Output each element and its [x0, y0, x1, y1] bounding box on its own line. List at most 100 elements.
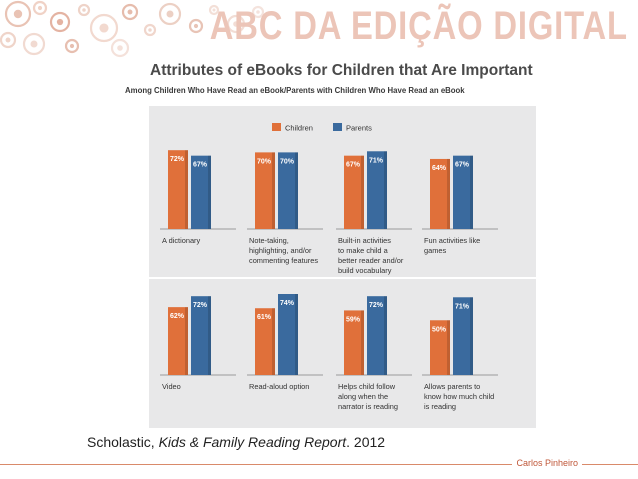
panel-1-bar-children-rect [168, 150, 188, 229]
panel-6-category-label: Read-aloud option [249, 382, 309, 391]
decorative-ring [143, 23, 157, 37]
panel-2-bar-parents-rect [278, 152, 298, 229]
panel-8-bar-children-rect [430, 320, 450, 375]
decorative-dot [127, 9, 133, 15]
panel-3-bar-parents-shade [384, 151, 387, 229]
panel-2-bar-parents-shade [295, 152, 298, 229]
decorative-dot [56, 18, 64, 26]
panel-3-bar-children-shade [361, 155, 364, 229]
panel-8-bar-children-label: 50% [432, 326, 447, 333]
panel-4-bar-parents-label: 67% [455, 162, 470, 169]
footer-author: Carlos Pinheiro [512, 458, 582, 468]
panel-2-bar-children: 70% [255, 152, 275, 229]
panel-5-bar-parents-shade [208, 296, 211, 375]
source-year: . 2012 [346, 434, 386, 450]
panel-2-bar-children-rect [255, 152, 275, 229]
panel-7-bar-parents-shade [384, 296, 387, 375]
panel-5-bar-children: 62% [168, 307, 188, 375]
panel-6-bar-children-shade [272, 308, 275, 375]
panel-2-bar-parents-label: 70% [280, 158, 295, 165]
legend: Children Parents [272, 123, 372, 133]
panel-1-bar-children-label: 72% [170, 156, 185, 163]
chart-subtitle: Among Children Who Have Read an eBook/Pa… [125, 86, 465, 95]
panel-8-bar-parents-label: 71% [455, 303, 470, 310]
panel-1-bar-children: 72% [168, 150, 188, 229]
decorative-dot [166, 10, 174, 18]
decorative-ring [121, 3, 139, 21]
decorative-ring [158, 2, 182, 26]
panel-8-bar-parents: 71% [453, 297, 473, 375]
panel-2-bar-children-shade [272, 152, 275, 229]
panel-3-bar-parents-label: 71% [369, 157, 384, 164]
panel-5-bar-parents-rect [191, 296, 211, 375]
panel-6-bar-parents: 74% [278, 294, 298, 375]
panel-7-bar-parents-label: 72% [369, 302, 384, 309]
decorative-dot [69, 43, 75, 49]
panel-7-category-label: Helps child follow along when the narrator… [338, 382, 398, 411]
panel-5-bar-parents: 72% [191, 296, 211, 375]
panel-5-bar-children-rect [168, 307, 188, 375]
panel-6-bar-children: 61% [255, 308, 275, 375]
decorative-dot [256, 10, 260, 14]
decorative-ring [251, 5, 265, 19]
panel-1-category-label: A dictionary [162, 236, 201, 245]
source-publisher: Scholastic, [87, 434, 159, 450]
panel-1-bar-parents-shade [208, 155, 211, 229]
panel-3-category-label: Built-in activities to make child a better… [338, 236, 404, 275]
panel-4-category-label: Fun activities like games [424, 236, 480, 255]
legend-swatch-children [272, 123, 281, 131]
decorative-ring [4, 0, 32, 28]
panel-7-bar-children: 59% [344, 310, 364, 375]
decorative-ring [64, 38, 80, 54]
panel-6-bar-parents-shade [295, 294, 298, 375]
source-report-title: Kids & Family Reading Report [158, 434, 347, 450]
decorative-dot [117, 45, 123, 51]
panel-4-bar-parents-rect [453, 155, 473, 229]
decorative-dot [13, 9, 23, 19]
panel-3-bar-children-rect [344, 155, 364, 229]
footer-divider [0, 464, 638, 465]
panel-4-bar-children-label: 64% [432, 165, 447, 172]
decorative-dot [30, 40, 38, 48]
panel-2-bar-parents: 70% [278, 152, 298, 229]
legend-label-parents: Parents [346, 124, 372, 133]
decorative-dot [37, 5, 43, 11]
panel-6-bar-parents-rect [278, 294, 298, 375]
panel-7-bar-children-label: 59% [346, 316, 361, 323]
panel-3-bar-parents-rect [367, 151, 387, 229]
panel-2-category-label: Note-taking, highlighting, and/or commenti… [249, 236, 318, 265]
decorative-ring [77, 3, 91, 17]
panel-7-bar-parents: 72% [367, 296, 387, 375]
decorative-ring [0, 31, 17, 49]
panel-1-bar-parents-label: 67% [193, 162, 208, 169]
panel-5-category-label: Video [162, 382, 181, 391]
panel-7-bar-children-shade [361, 310, 364, 375]
panel-3-bar-children-label: 67% [346, 162, 361, 169]
decorative-dot [148, 28, 152, 32]
panel-6-bar-children-rect [255, 308, 275, 375]
decorative-ring [226, 14, 246, 34]
source-citation: Scholastic, Kids & Family Reading Report… [87, 434, 385, 450]
legend-swatch-parents [333, 123, 342, 131]
panel-8-category-label: Allows parents to know how much child is r… [424, 382, 494, 411]
decorative-dot [99, 23, 109, 33]
chart-title: Attributes of eBooks for Children that A… [150, 62, 533, 79]
panel-3-bar-parents: 71% [367, 151, 387, 229]
brand-logo-text: ABC DA EDIÇÃO DIGITAL [209, 4, 628, 48]
panel-4-bar-children: 64% [430, 158, 450, 229]
panel-5-bar-parents-label: 72% [193, 302, 208, 309]
panel-4-bar-parents-shade [470, 155, 473, 229]
panel-6-bar-children-label: 61% [257, 314, 272, 321]
panel-1-bar-parents-rect [191, 155, 211, 229]
panel-7-bar-parents-rect [367, 296, 387, 375]
panel-4-bar-children-shade [447, 158, 450, 229]
panel-3-bar-children: 67% [344, 155, 364, 229]
panel-8-bar-parents-rect [453, 297, 473, 375]
decorative-ring [32, 0, 48, 16]
decorative-dot [82, 8, 86, 12]
decorative-ring [49, 11, 71, 33]
panel-4-bar-children-rect [430, 158, 450, 229]
panel-5-bar-children-label: 62% [170, 313, 185, 320]
panel-2-bar-children-label: 70% [257, 158, 272, 165]
decorative-dot [193, 23, 199, 29]
